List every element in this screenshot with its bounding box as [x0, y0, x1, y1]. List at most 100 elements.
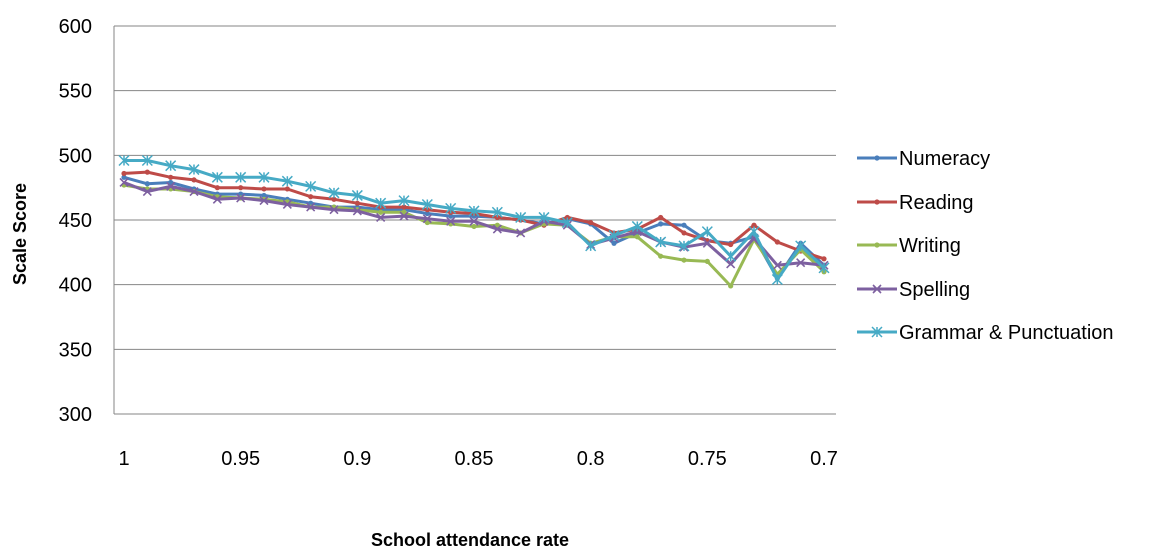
legend-marker: [871, 326, 883, 338]
legend-label: Grammar & Punctuation: [899, 322, 1114, 344]
data-point: [561, 217, 573, 229]
data-point: [399, 211, 409, 221]
y-tick-label: 300: [59, 404, 92, 426]
data-point: [306, 202, 316, 212]
data-point: [608, 229, 620, 242]
data-point: [211, 171, 223, 183]
data-point: [704, 258, 710, 264]
data-point: [818, 262, 830, 274]
data-point: [119, 177, 129, 188]
data-point: [702, 238, 712, 248]
data-point: [166, 181, 176, 191]
y-tick-label: 500: [59, 145, 92, 167]
legend-item: Grammar & Punctuation: [857, 322, 1114, 344]
data-point: [352, 206, 362, 216]
data-point: [658, 214, 664, 221]
data-point: [728, 241, 734, 248]
data-point: [354, 200, 360, 206]
data-point: [681, 222, 687, 228]
data-point: [795, 240, 807, 252]
data-point: [681, 230, 687, 236]
legend-marker: [874, 155, 880, 161]
x-tick-label: 0.75: [688, 448, 727, 470]
data-point: [631, 220, 643, 232]
data-point: [261, 192, 267, 199]
data-point: [772, 260, 782, 270]
legend-item: Numeracy: [857, 148, 990, 170]
legend-item: Spelling: [857, 279, 970, 301]
x-tick-label: 0.8: [577, 448, 605, 470]
data-point: [821, 256, 827, 262]
data-point: [538, 211, 550, 223]
data-point: [515, 211, 527, 223]
legend-item: Reading: [857, 192, 974, 214]
data-point: [191, 177, 197, 183]
x-axis-ticks: 1 0.95 0.9 0.85 0.8 0.75 0.7: [118, 448, 837, 470]
data-point: [446, 216, 456, 226]
data-point: [728, 283, 734, 289]
x-tick-label: 0.85: [455, 448, 494, 470]
y-tick-label: 600: [59, 16, 92, 38]
y-tick-label: 450: [59, 210, 92, 232]
data-point: [284, 186, 290, 192]
legend-label: Writing: [899, 235, 961, 257]
data-point: [771, 273, 783, 286]
data-point: [118, 154, 130, 167]
data-point: [655, 236, 667, 248]
gridlines: [114, 25, 836, 415]
data-point: [422, 214, 432, 224]
data-point: [748, 226, 760, 238]
data-point: [725, 250, 737, 262]
data-point: [468, 205, 480, 217]
data-point: [516, 228, 526, 238]
legend-label: Spelling: [899, 279, 970, 301]
y-axis-title: Scale Score: [10, 183, 30, 285]
data-point: [494, 214, 500, 221]
data-point: [212, 194, 222, 204]
data-point: [445, 202, 457, 214]
legend-label: Reading: [899, 192, 974, 214]
data-point: [751, 222, 757, 228]
data-point: [492, 224, 502, 234]
data-point: [281, 175, 293, 187]
data-point: [611, 240, 617, 246]
legend-marker: [874, 199, 880, 205]
series-line: [123, 183, 826, 288]
y-tick-label: 550: [59, 81, 92, 103]
legend-marker: [872, 284, 882, 294]
data-point: [401, 204, 407, 210]
x-tick-label: 0.95: [221, 448, 260, 470]
data-point: [564, 214, 570, 221]
data-point: [376, 212, 386, 222]
data-point: [424, 207, 430, 213]
data-point: [329, 205, 339, 215]
y-tick-label: 400: [59, 275, 92, 297]
x-tick-label: 0.7: [810, 448, 838, 470]
data-point: [188, 164, 200, 176]
data-point: [261, 186, 267, 192]
data-point: [678, 240, 690, 252]
data-point: [141, 154, 153, 167]
data-point: [238, 185, 244, 191]
data-point: [144, 181, 150, 187]
data-point: [238, 191, 244, 197]
data-point: [165, 160, 177, 172]
data-point: [681, 257, 687, 263]
x-tick-label: 1: [118, 448, 129, 470]
data-point: [214, 185, 220, 191]
data-point: [351, 189, 363, 201]
data-point: [259, 196, 269, 206]
data-point: [401, 209, 407, 215]
data-point: [144, 169, 150, 175]
data-point: [236, 193, 246, 203]
data-point: [491, 206, 503, 218]
data-point: [421, 198, 433, 211]
data-point: [796, 258, 806, 268]
data-point: [168, 174, 174, 180]
x-axis-title: School attendance rate: [371, 530, 569, 550]
data-point: [331, 196, 337, 202]
legend-item: Writing: [857, 235, 961, 257]
data-point: [726, 259, 736, 269]
y-axis-ticks: 300 350 400 450 500 550 600: [59, 16, 92, 426]
